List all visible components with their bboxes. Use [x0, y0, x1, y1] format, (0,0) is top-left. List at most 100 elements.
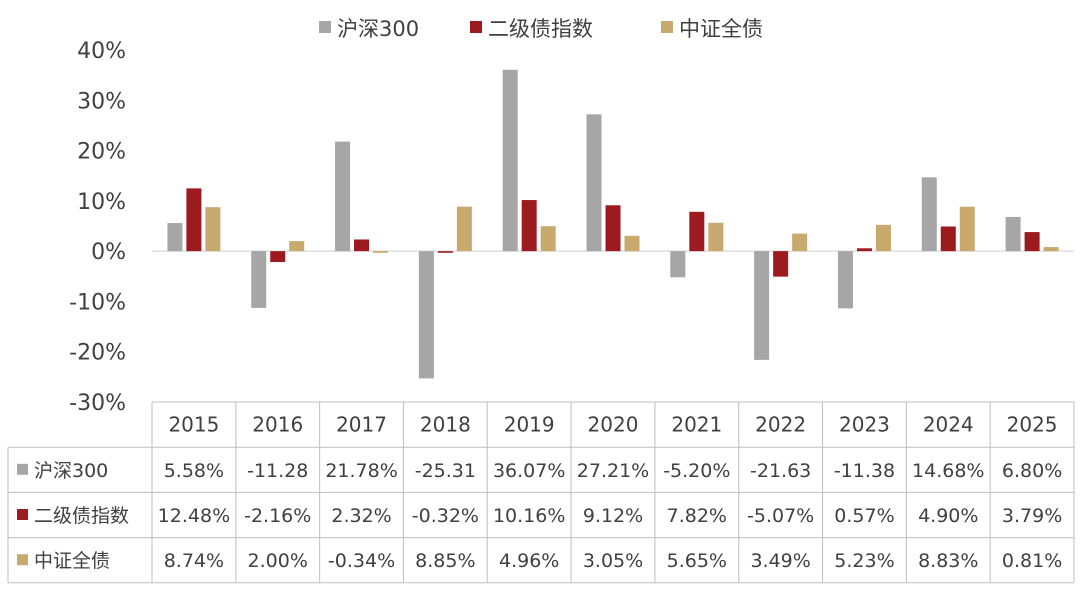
bar-1-2020	[586, 114, 602, 252]
bar-1-2023	[837, 251, 853, 309]
bar-2-2017	[354, 239, 370, 252]
table-legend-swatch	[17, 509, 28, 520]
y-tick-label: -10%	[69, 290, 126, 315]
data-label: 3.05%	[583, 550, 643, 572]
data-label: 0.57%	[834, 505, 894, 527]
data-label: 4.90%	[918, 505, 978, 527]
data-label: 3.49%	[750, 550, 810, 572]
x-tick-label: 2020	[588, 413, 639, 437]
data-label: -11.28	[247, 460, 308, 482]
bar-3-2024	[959, 206, 975, 252]
y-tick-label: 10%	[77, 190, 126, 215]
data-label: 36.07%	[493, 460, 565, 482]
bar-1-2015	[167, 223, 183, 252]
data-label: 12.48%	[158, 505, 230, 527]
x-tick-label: 2022	[755, 413, 806, 437]
data-label: -0.34%	[328, 550, 395, 572]
x-tick-label: 2017	[336, 413, 387, 437]
data-label: -2.16%	[244, 505, 311, 527]
bar-2-2019	[521, 200, 537, 252]
data-label: 7.82%	[667, 505, 727, 527]
data-label: -0.32%	[412, 505, 479, 527]
data-label: 4.96%	[499, 550, 559, 572]
y-axis: 40% 30% 20% 10% 0% -10% -20% -30%	[69, 39, 126, 416]
bar-1-2024	[921, 177, 937, 252]
bar-2-2025	[1024, 232, 1040, 252]
legend-label: 中证全债	[679, 17, 763, 41]
data-label: 27.21%	[577, 460, 649, 482]
x-tick-label: 2015	[168, 413, 219, 437]
bar-3-2025	[1043, 247, 1059, 252]
bar-2-2015	[186, 188, 202, 252]
y-tick-label: 20%	[77, 140, 126, 165]
data-label: 8.85%	[415, 550, 475, 572]
data-label: 2.32%	[331, 505, 391, 527]
table-legend-swatch	[17, 554, 28, 566]
bar-1-2018	[418, 251, 434, 379]
data-label: 8.74%	[164, 550, 224, 572]
bar-1-2019	[502, 69, 518, 252]
data-label: -21.63	[750, 460, 811, 482]
x-tick-label: 2025	[1007, 413, 1058, 437]
legend-swatch	[661, 21, 673, 33]
bars	[152, 69, 1074, 379]
table-series-label: 沪深300	[34, 460, 108, 482]
data-label: 0.81%	[1002, 550, 1062, 572]
data-label: 14.68%	[912, 460, 984, 482]
bar-3-2020	[624, 235, 640, 252]
y-tick-label: -30%	[69, 391, 126, 416]
bar-1-2016	[251, 251, 267, 308]
bar-3-2015	[205, 207, 221, 252]
bar-2-2022	[773, 251, 789, 277]
legend: 沪深300 二级债指数 中证全债	[319, 17, 763, 41]
data-label: -11.38	[834, 460, 895, 482]
x-tick-label: 2018	[420, 413, 471, 437]
bar-3-2019	[540, 226, 556, 252]
bar-2-2020	[605, 205, 621, 252]
data-label: 21.78%	[325, 460, 397, 482]
bar-1-2017	[335, 141, 351, 252]
table-legend-swatch	[17, 463, 28, 475]
bar-1-2021	[670, 251, 686, 278]
legend-label: 二级债指数	[488, 17, 593, 41]
x-tick-label: 2021	[671, 413, 722, 437]
bar-3-2023	[875, 224, 891, 252]
bar-2-2016	[270, 251, 286, 263]
y-tick-label: 30%	[77, 89, 126, 114]
x-tick-label: 2019	[504, 413, 555, 437]
data-label: -5.20%	[663, 460, 730, 482]
bar-3-2018	[456, 206, 472, 252]
bar-2-2021	[689, 211, 705, 252]
data-label: 6.80%	[1002, 460, 1062, 482]
data-label: -5.07%	[747, 505, 814, 527]
data-label: 5.23%	[834, 550, 894, 572]
bar-2-2024	[940, 226, 956, 252]
legend-swatch	[470, 21, 482, 33]
bar-1-2022	[754, 251, 770, 360]
legend-label: 沪深300	[337, 17, 419, 41]
data-label: 5.65%	[667, 550, 727, 572]
bar-2-2018	[437, 251, 453, 253]
table-series-label: 中证全债	[34, 550, 110, 572]
x-tick-label: 2023	[839, 413, 890, 437]
data-label: 9.12%	[583, 505, 643, 527]
bar-1-2025	[1005, 216, 1021, 252]
y-tick-label: 0%	[91, 240, 126, 265]
bar-2-2023	[856, 248, 872, 252]
data-label: 5.58%	[164, 460, 224, 482]
legend-swatch	[319, 21, 331, 33]
y-tick-label: 40%	[77, 39, 126, 64]
x-tick-label: 2016	[252, 413, 303, 437]
data-label: 3.79%	[1002, 505, 1062, 527]
data-label: 10.16%	[493, 505, 565, 527]
table-series-label: 二级债指数	[34, 505, 129, 527]
y-tick-label: -20%	[69, 341, 126, 366]
bar-3-2016	[289, 241, 305, 252]
data-label: 8.83%	[918, 550, 978, 572]
bar-3-2022	[792, 233, 808, 252]
data-table: 2015 2016 2017 2018 2019 2020 2021 2022 2023 2024…	[7, 401, 1075, 584]
bar-3-2017	[373, 251, 389, 253]
x-tick-label: 2024	[923, 413, 974, 437]
data-label: -25.31	[415, 460, 476, 482]
